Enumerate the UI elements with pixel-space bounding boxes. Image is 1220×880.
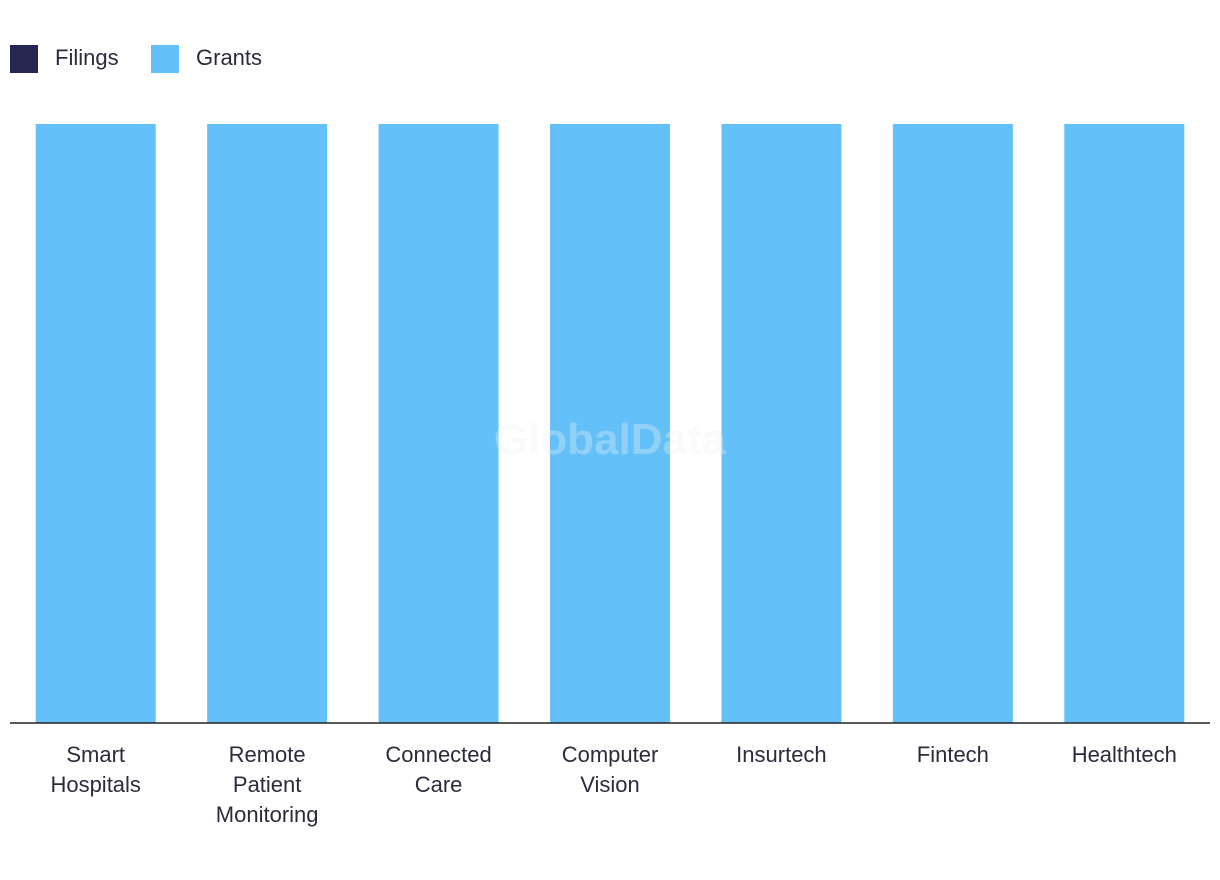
bar-segment — [207, 124, 328, 723]
bar-segment — [721, 124, 842, 723]
bar-segment — [892, 124, 1013, 723]
bar-segment — [1064, 124, 1185, 723]
x-tick-label: Healthtech — [1071, 742, 1177, 767]
x-tick-label: Fintech — [916, 742, 989, 767]
x-tick-label: Insurtech — [736, 742, 827, 767]
legend-swatch — [10, 45, 38, 73]
x-tick-label: Smart Hospitals — [50, 742, 141, 797]
bar-segment — [35, 124, 156, 723]
x-tick-label: Computer Vision — [561, 742, 659, 797]
bar-segment — [550, 124, 670, 723]
watermark: GlobalData — [493, 415, 727, 464]
bar-segment — [378, 124, 499, 723]
x-tick-label: Remote Patient Monitoring — [215, 742, 319, 827]
legend-label: Filings — [55, 45, 119, 70]
legend-swatch — [151, 45, 179, 73]
legend-label: Grants — [196, 45, 263, 70]
x-tick-label: Connected Care — [385, 742, 492, 797]
